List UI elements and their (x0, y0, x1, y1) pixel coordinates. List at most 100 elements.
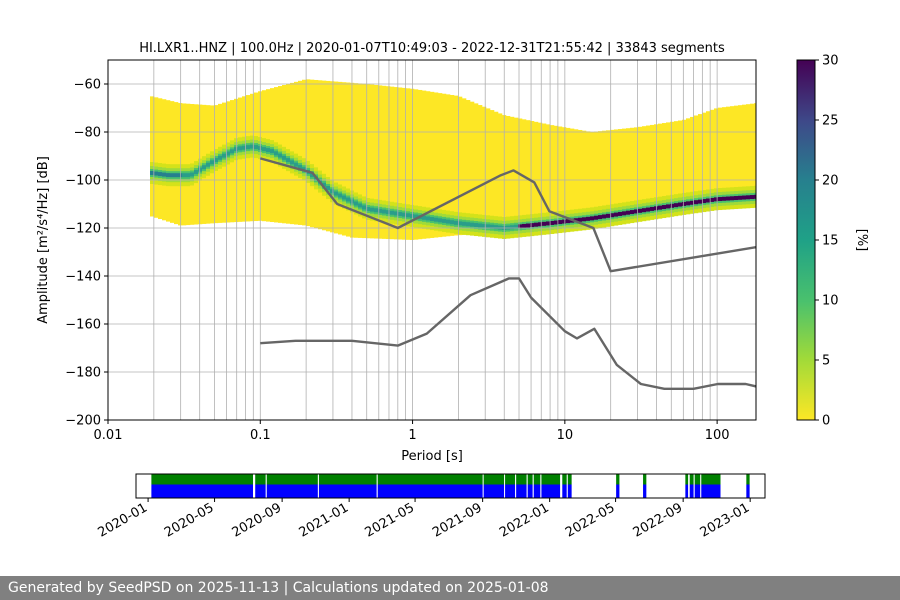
density-column (590, 131, 595, 226)
density-column (426, 91, 431, 239)
data-gap (317, 474, 319, 498)
density-core (546, 221, 551, 226)
density-core (242, 145, 247, 150)
density-core (638, 208, 643, 213)
density-column (374, 84, 379, 239)
processed-bar (151, 474, 750, 485)
density-column (638, 126, 643, 219)
density-column (298, 80, 303, 225)
density-core (250, 144, 255, 149)
density-column (694, 115, 699, 210)
density-core (326, 186, 331, 191)
data-gap (376, 474, 378, 498)
density-core (542, 221, 547, 226)
density-core (646, 207, 651, 212)
density-column (294, 81, 299, 225)
density-column (486, 108, 491, 234)
density-column (462, 98, 467, 235)
y-tick-label: −120 (65, 222, 101, 237)
density-core (434, 217, 439, 222)
density-core (658, 205, 663, 210)
timeline-tick-label: 2022-01 (497, 500, 552, 540)
density-core (738, 195, 743, 200)
density-core (210, 160, 215, 165)
density-column (618, 129, 623, 222)
data-gap (253, 474, 256, 498)
density-column (434, 92, 439, 238)
x-axis-ticks: 0.01 0.1 1 10 100 (94, 420, 730, 443)
density-column (530, 121, 535, 232)
y-tick-label: −200 (65, 414, 101, 429)
density-core (466, 222, 471, 227)
y-axis-ticks: −200 −180 −160 −140 −120 −100 −80 −60 (65, 78, 108, 429)
density-column (314, 79, 319, 229)
data-gap (566, 474, 568, 498)
density-core (518, 224, 523, 229)
density-column (338, 81, 343, 235)
density-core (678, 202, 683, 207)
density-column (634, 127, 639, 219)
density-core (398, 212, 403, 217)
density-core (606, 213, 611, 218)
density-column (354, 83, 359, 238)
density-column (514, 117, 519, 233)
timeline-tick-label: 2023-01 (698, 500, 753, 540)
density-column (674, 121, 679, 213)
density-core (214, 157, 219, 162)
timeline-tick-label: 2020-01 (96, 500, 151, 540)
density-column (538, 122, 543, 231)
density-column (650, 124, 655, 217)
x-tick-label: 10 (557, 428, 574, 443)
timeline-tick-label: 2020-09 (230, 500, 285, 540)
grid-lines (107, 60, 756, 421)
density-column (738, 105, 743, 205)
density-column (330, 81, 335, 233)
density-core (494, 225, 499, 230)
density-core (294, 162, 299, 167)
density-column (370, 84, 375, 239)
data-availability-timeline: 2020-01 2020-05 2020-09 2021-01 2021-05 2021-… (96, 473, 766, 541)
density-column (662, 123, 667, 215)
density-core (262, 147, 267, 152)
data-gap (504, 474, 506, 498)
density-column (578, 129, 583, 227)
density-core (474, 223, 479, 228)
density-core (586, 216, 591, 221)
data-gap (688, 474, 690, 498)
density-column (490, 110, 495, 234)
density-column (390, 86, 395, 240)
density-column (402, 87, 407, 240)
data-gap (526, 474, 528, 498)
density-column (710, 109, 715, 208)
density-column (682, 119, 687, 212)
density-column (746, 104, 751, 205)
colorbar-tick-label: 10 (822, 294, 839, 309)
plot-frame (107, 59, 757, 421)
density-core (662, 205, 667, 210)
density-core (522, 223, 527, 228)
density-column (378, 85, 383, 239)
colorbar: 0 5 10 15 20 25 30 [%] (796, 54, 869, 429)
density-column (750, 103, 755, 205)
density-column (366, 84, 371, 239)
density-core (446, 219, 451, 224)
footer-status: Generated by SeedPSD on 2025-11-13 | Cal… (0, 576, 900, 600)
density-core (158, 172, 163, 177)
density-column (322, 80, 327, 231)
colorbar-gradient (796, 59, 816, 421)
density-core (254, 145, 259, 150)
density-column (450, 94, 455, 236)
density-column (494, 111, 499, 234)
density-core (186, 173, 191, 178)
timeline-tick-label: 2021-05 (363, 500, 418, 540)
density-column (154, 97, 159, 218)
density-column (702, 112, 707, 209)
density-core (422, 215, 427, 220)
density-column (630, 127, 635, 220)
timeline-tick-label: 2021-09 (430, 500, 485, 540)
data-gap (720, 474, 747, 498)
density-core (690, 200, 695, 205)
density-core (374, 208, 379, 213)
density-core (282, 155, 287, 160)
density-core (178, 173, 183, 178)
